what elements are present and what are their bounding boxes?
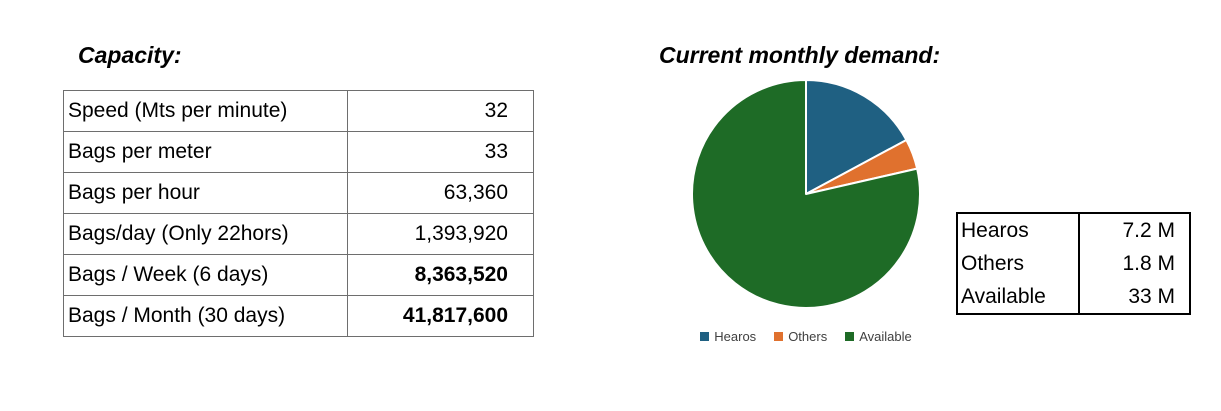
demand-row-value: 7.2 M bbox=[1122, 218, 1175, 242]
table-row: Bags per meter 33 bbox=[63, 131, 534, 173]
demand-title: Current monthly demand: bbox=[659, 42, 941, 68]
table-row: Others 1.8 M bbox=[957, 247, 1190, 280]
legend-item-available: Available bbox=[845, 329, 912, 344]
pie-slice-hearos bbox=[805, 79, 908, 195]
capacity-row-label: Bags per meter bbox=[63, 131, 348, 173]
table-row: Hearos 7.2 M bbox=[957, 213, 1190, 247]
demand-row-label: Available bbox=[957, 280, 1080, 314]
capacity-row-value: 8,363,520 bbox=[347, 254, 534, 296]
pie-chart-container bbox=[686, 74, 926, 314]
table-row: Bags / Week (6 days) 8,363,520 bbox=[63, 254, 534, 296]
table-row: Bags per hour 63,360 bbox=[63, 172, 534, 214]
capacity-row-label: Bags/day (Only 22hors) bbox=[63, 213, 348, 255]
demand-row-label: Others bbox=[957, 247, 1080, 280]
demand-table: Hearos 7.2 M Others 1.8 M Available 33 M bbox=[956, 212, 1191, 315]
legend-swatch-others-icon bbox=[774, 332, 784, 341]
capacity-row-value: 32 bbox=[347, 90, 534, 132]
capacity-table: Speed (Mts per minute) 32 Bags per meter… bbox=[63, 90, 534, 337]
table-row: Bags / Month (30 days) 41,817,600 bbox=[63, 295, 534, 337]
table-row: Bags/day (Only 22hors) 1,393,920 bbox=[63, 213, 534, 255]
legend-label: Available bbox=[859, 329, 912, 344]
capacity-row-value: 41,817,600 bbox=[347, 295, 534, 337]
pie-chart bbox=[691, 79, 921, 309]
capacity-row-label: Bags / Month (30 days) bbox=[63, 295, 348, 337]
legend-label: Hearos bbox=[714, 329, 757, 344]
capacity-row-label: Bags / Week (6 days) bbox=[63, 254, 348, 296]
capacity-row-label: Bags per hour bbox=[63, 172, 348, 214]
capacity-row-value: 1,393,920 bbox=[347, 213, 534, 255]
capacity-title: Capacity: bbox=[78, 42, 182, 68]
legend-item-others: Others bbox=[774, 329, 827, 344]
legend-label: Others bbox=[788, 329, 828, 344]
pie-slice-available bbox=[691, 79, 921, 309]
capacity-row-value: 33 bbox=[347, 131, 534, 173]
table-row: Available 33 M bbox=[957, 280, 1190, 314]
legend-swatch-hearos-icon bbox=[700, 332, 710, 341]
pie-legend: Hearos Others Available bbox=[666, 329, 946, 344]
capacity-row-value: 63,360 bbox=[347, 172, 534, 214]
demand-row-label: Hearos bbox=[957, 213, 1080, 247]
table-row: Speed (Mts per minute) 32 bbox=[63, 90, 534, 132]
capacity-row-label: Speed (Mts per minute) bbox=[63, 90, 348, 132]
demand-row-value: 33 M bbox=[1128, 284, 1175, 308]
legend-swatch-available-icon bbox=[845, 332, 855, 341]
legend-item-hearos: Hearos bbox=[700, 329, 756, 344]
demand-row-value: 1.8 M bbox=[1122, 251, 1175, 275]
